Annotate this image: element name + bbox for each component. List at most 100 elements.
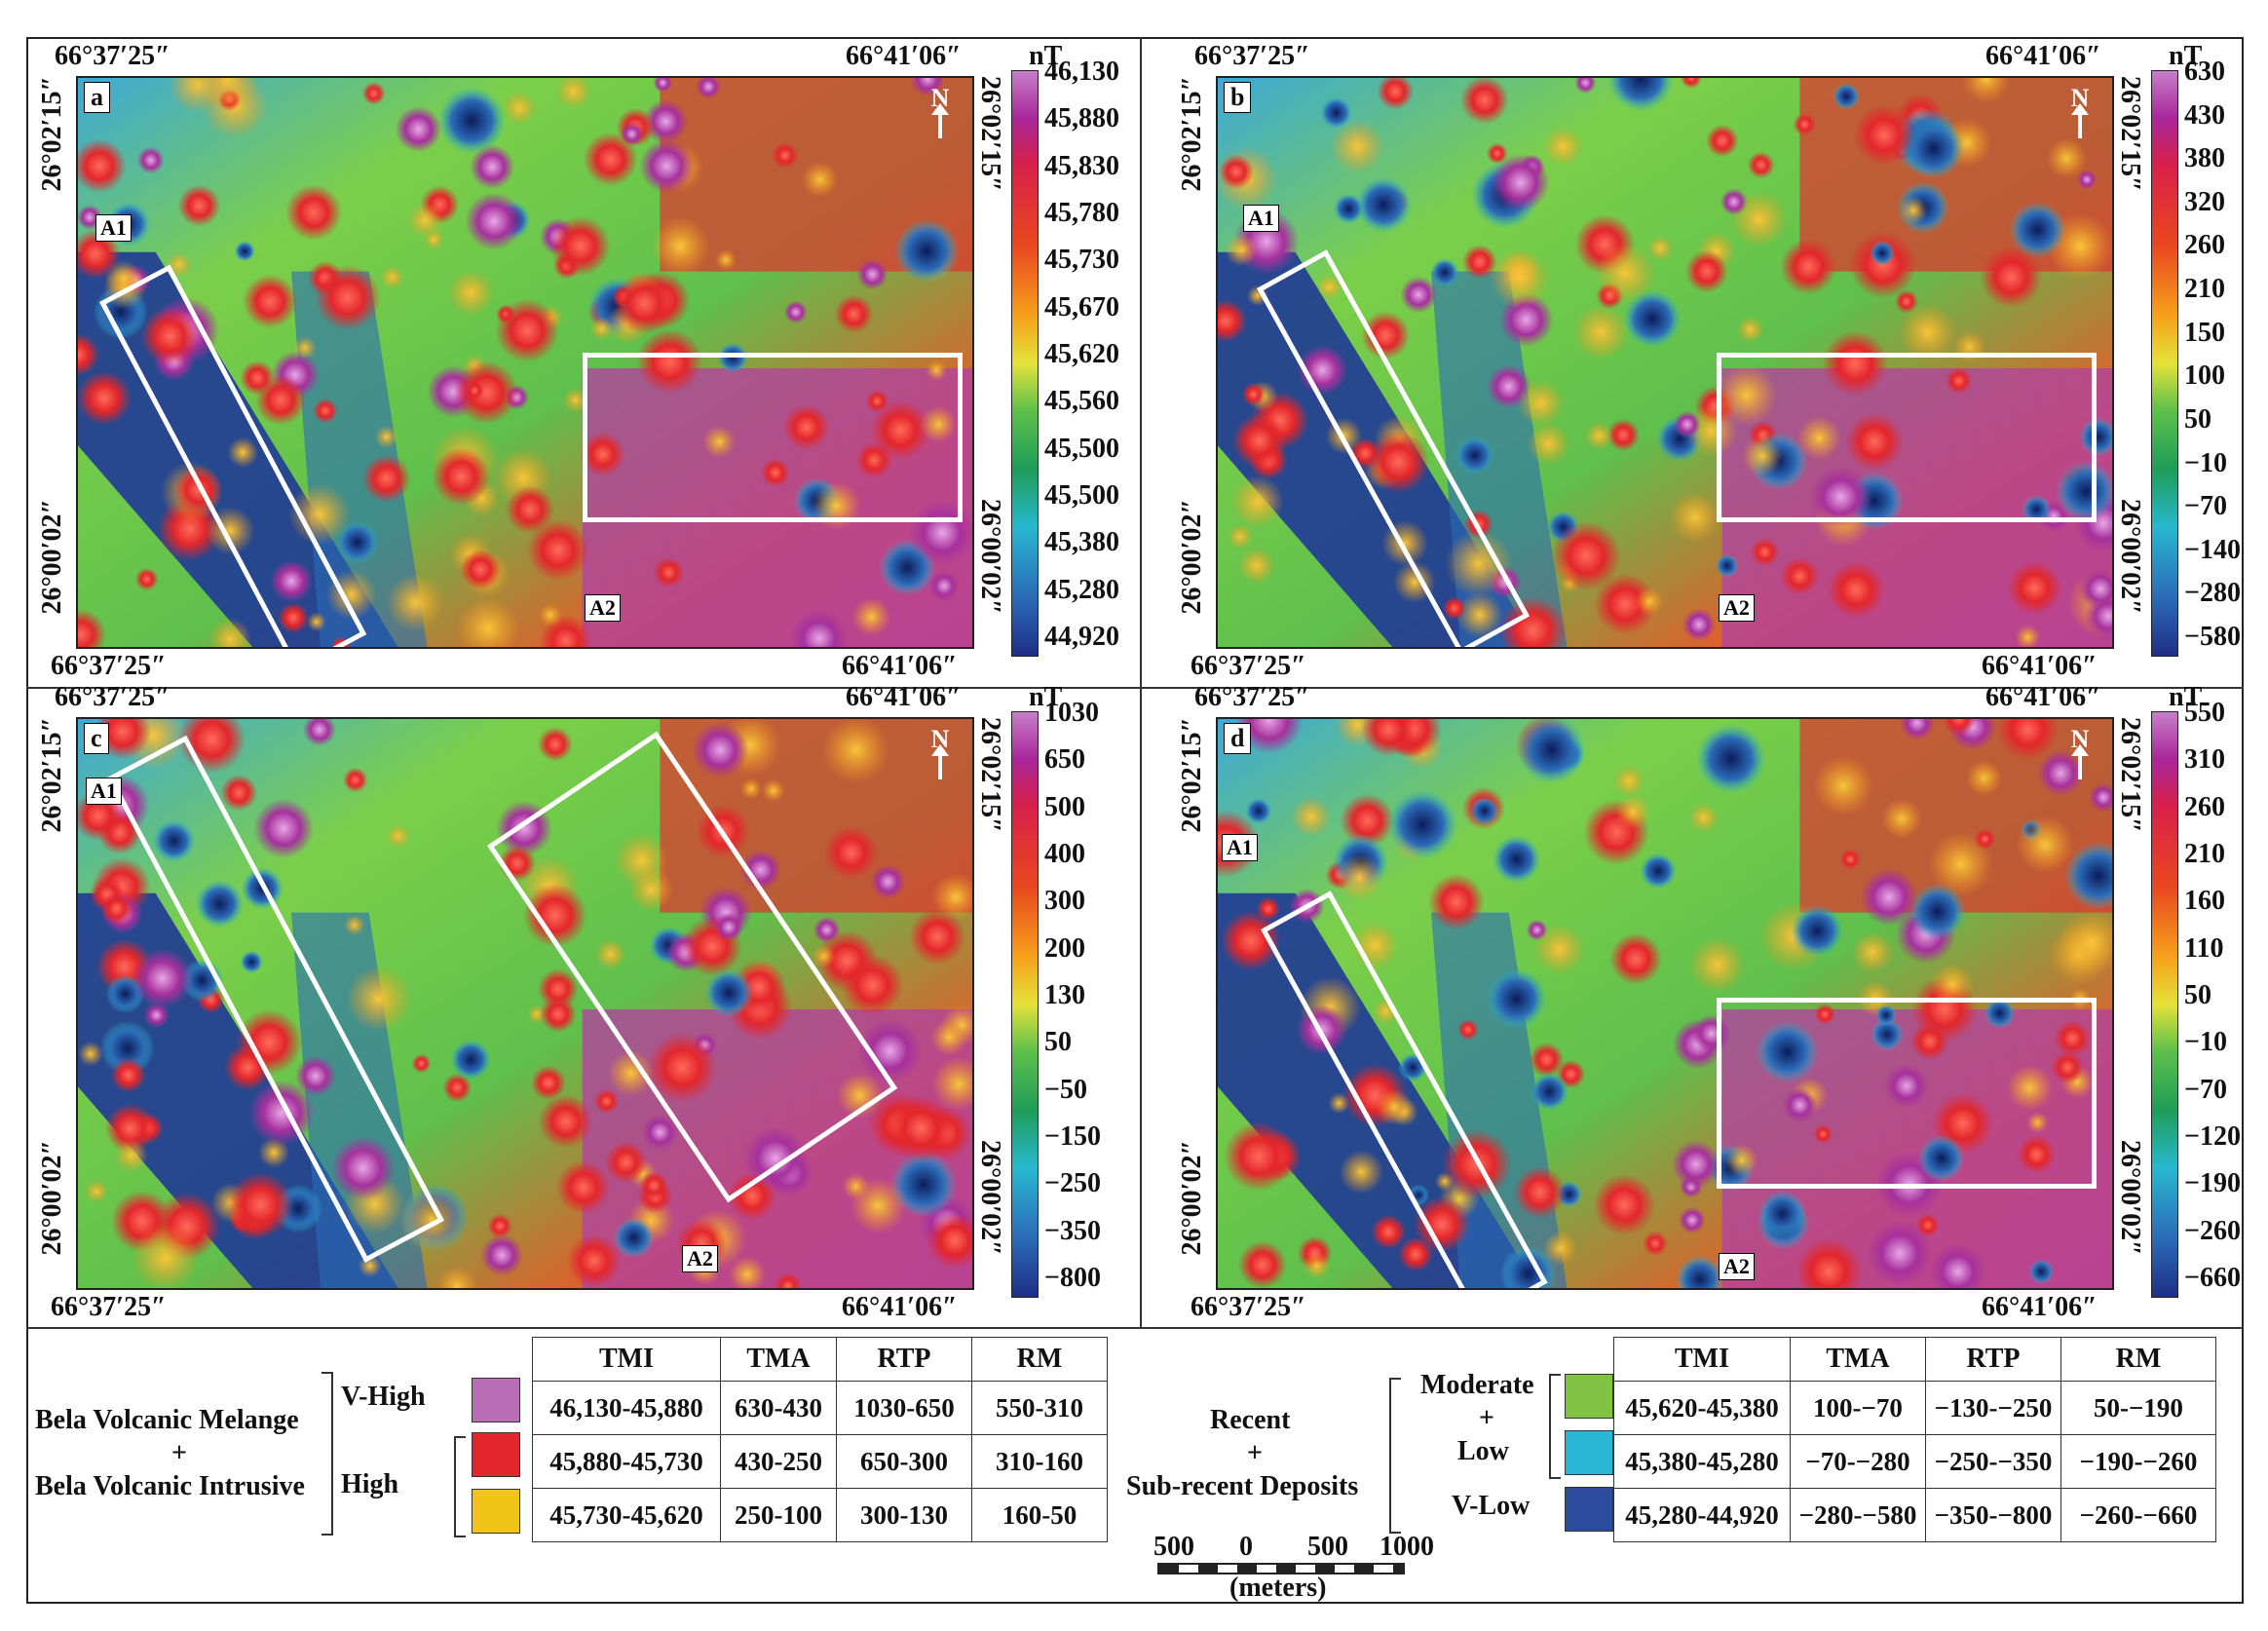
- panel-letter: d: [1224, 723, 1252, 754]
- scale-label: 0: [1239, 1532, 1253, 1562]
- colorbar-tick: 210: [2184, 839, 2225, 869]
- anomaly-map: A1 A2 a N: [76, 76, 974, 649]
- colorbar-tick: 160: [2184, 886, 2225, 917]
- colorbar-tick: 50: [2184, 980, 2211, 1010]
- colorbar-tick: 45,780: [1044, 198, 1119, 228]
- legend-right-unit-line2: Sub-recent Deposits: [1126, 1471, 1359, 1501]
- scale-unit: (meters): [1229, 1573, 1327, 1603]
- map-panel-d: 66°37′25″ 66°41′06″ 66°37′25″ 66°41′06″ …: [1177, 682, 2268, 1325]
- legend-right-cell: −70-−280: [1790, 1434, 1926, 1489]
- colorbar-tick: 50: [1044, 1027, 1072, 1058]
- colorbar-gradient: [1012, 712, 1038, 1297]
- colorbar-tick: 550: [2184, 698, 2225, 728]
- coord-lat-north-left: 26°02′15″: [37, 76, 67, 192]
- colorbar-tick: 50: [2184, 403, 2211, 435]
- coord-lat-south-left: 26°00′02″: [37, 499, 67, 615]
- legend-right-header: RTP: [1925, 1337, 2061, 1382]
- legend-right-class-vlow: V-Low: [1452, 1491, 1531, 1521]
- colorbar-tick: 630: [2184, 57, 2225, 87]
- legend-left-unit-line2: Bela Volcanic Intrusive: [35, 1471, 305, 1501]
- divider-row1: [26, 687, 2244, 689]
- north-arrow-icon: [931, 744, 949, 779]
- map-raster: [78, 719, 972, 1288]
- legend-right-cell: −280-−580: [1790, 1488, 1926, 1542]
- area-label-a1: A1: [95, 214, 132, 242]
- north-arrow: N: [2065, 725, 2095, 779]
- figure-frame: [26, 37, 2244, 1604]
- coord-lat-south-right: 26°00′02″: [975, 1140, 1005, 1256]
- colorbar-tick: −190: [2184, 1168, 2241, 1199]
- map-raster: [78, 78, 972, 647]
- scale-label: 500: [1153, 1532, 1194, 1562]
- coord-lat-south-right: 26°00′02″: [2115, 499, 2145, 615]
- coord-lat-north-right: 26°02′15″: [2115, 76, 2145, 192]
- coord-lat-north-left: 26°02′15″: [1177, 76, 1207, 192]
- coord-lat-north-left: 26°02′15″: [1177, 717, 1207, 833]
- swatch-moderate: [1565, 1374, 1613, 1419]
- colorbar-tick: 400: [1044, 839, 1085, 869]
- legend-right-cell: −190-−260: [2060, 1434, 2216, 1489]
- coord-lat-north-right: 26°02′15″: [2115, 717, 2145, 833]
- coord-lat-north-right: 26°02′15″: [975, 717, 1005, 833]
- legend-right-class-moderate: Moderate: [1420, 1370, 1534, 1400]
- coord-lon-east-top: 66°41′06″: [846, 682, 962, 712]
- scale-label: 1000: [1380, 1532, 1434, 1562]
- colorbar-tick: 260: [2184, 230, 2225, 261]
- colorbar-tick: −50: [1044, 1074, 1087, 1105]
- north-arrow-icon: [2071, 103, 2089, 138]
- legend-right-unit-line1: Recent: [1210, 1405, 1291, 1435]
- swatch-v-low: [1565, 1487, 1613, 1532]
- colorbar-tick: −150: [1044, 1121, 1101, 1152]
- legend-left-unit-plus: +: [171, 1438, 187, 1468]
- coord-lat-south-right: 26°00′02″: [975, 499, 1005, 615]
- legend-left-cell: 310-160: [971, 1434, 1108, 1489]
- legend-right-cell: −130-−250: [1925, 1381, 2061, 1435]
- legend-left-cell: 250-100: [720, 1488, 837, 1542]
- coord-lat-south-right: 26°00′02″: [2115, 1140, 2145, 1256]
- north-arrow: N: [926, 725, 955, 779]
- colorbar-unit: nT: [1029, 41, 1063, 71]
- colorbar: [2151, 711, 2178, 1298]
- colorbar-tick: 45,560: [1044, 386, 1119, 417]
- colorbar-tick: 430: [2184, 99, 2225, 131]
- colorbar-tick: 200: [1044, 932, 1085, 964]
- legend-right-unit-plus: +: [1247, 1438, 1263, 1468]
- north-arrow: N: [926, 84, 955, 138]
- colorbar-tick: 130: [1044, 980, 1085, 1010]
- legend-right-cell: −260-−660: [2060, 1488, 2216, 1542]
- colorbar-tick: −120: [2184, 1121, 2241, 1152]
- legend-left-class-high: High: [341, 1469, 399, 1499]
- area-label-a1: A1: [86, 778, 122, 805]
- legend-left-cell: 45,730-45,620: [532, 1488, 721, 1542]
- anomaly-map: A1 A2 d N: [1216, 717, 2114, 1290]
- map-panel-b: 66°37′25″ 66°41′06″ 66°37′25″ 66°41′06″ …: [1177, 41, 2268, 684]
- colorbar-tick: 110: [2184, 932, 2224, 964]
- colorbar-tick: 45,500: [1044, 480, 1119, 511]
- coord-lat-south-left: 26°00′02″: [1177, 1140, 1207, 1256]
- map-panel-c: 66°37′25″ 66°41′06″ 66°37′25″ 66°41′06″ …: [37, 682, 1167, 1325]
- area-label-a2: A2: [1719, 1253, 1755, 1280]
- anomaly-map: A1 A2 c N: [76, 717, 974, 1290]
- colorbar-tick: −260: [2184, 1215, 2241, 1246]
- colorbar-unit: nT: [2169, 682, 2203, 712]
- legend-left-cell: 650-300: [836, 1434, 972, 1489]
- coord-lat-south-left: 26°00′02″: [37, 1140, 67, 1256]
- area-label-a2: A2: [682, 1245, 718, 1272]
- colorbar-tick: 260: [2184, 791, 2225, 822]
- colorbar-gradient: [1012, 71, 1038, 656]
- area-label-a1: A1: [1222, 834, 1258, 861]
- legend-right-cell: 50-−190: [2060, 1381, 2216, 1435]
- coord-lon-west-bottom: 66°37′25″: [1191, 1292, 1306, 1322]
- legend-right-cell: −250-−350: [1925, 1434, 2061, 1489]
- legend-right-header: RM: [2060, 1337, 2216, 1382]
- legend-left-header: TMI: [532, 1337, 721, 1382]
- colorbar-tick: −660: [2184, 1263, 2241, 1293]
- colorbar-tick: −70: [2184, 1074, 2227, 1105]
- legend-left-brace: [321, 1372, 333, 1536]
- colorbar: [1011, 70, 1039, 657]
- coord-lon-west-bottom: 66°37′25″: [51, 1292, 167, 1322]
- colorbar-gradient: [2152, 712, 2177, 1297]
- north-arrow-icon: [2071, 744, 2089, 779]
- colorbar-tick: 45,830: [1044, 150, 1119, 181]
- legend-left-cell: 630-430: [720, 1381, 837, 1435]
